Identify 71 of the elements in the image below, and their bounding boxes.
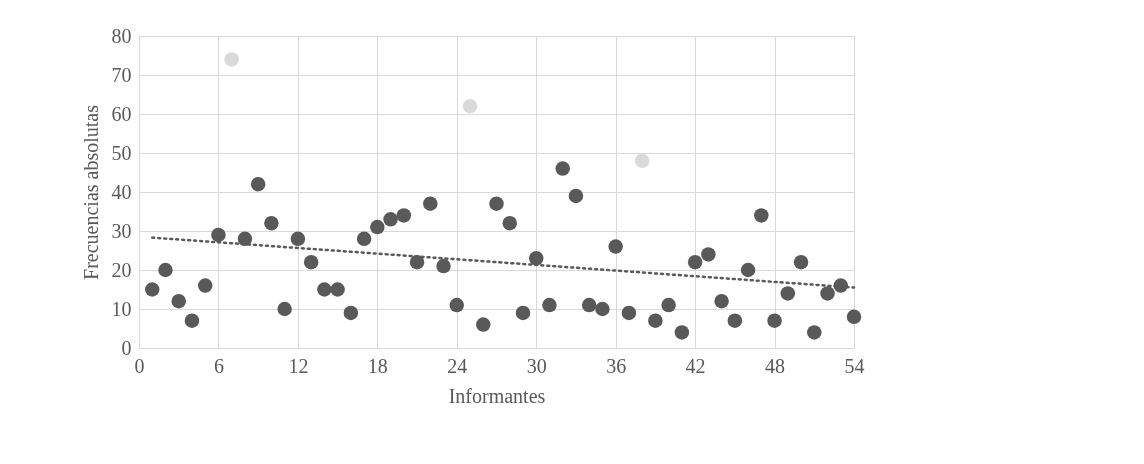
x-tick-label: 54: [844, 354, 865, 377]
y-tick-label: 70: [111, 63, 132, 86]
point: [727, 313, 743, 328]
point: [701, 247, 716, 262]
point: [595, 301, 610, 317]
point: [793, 254, 809, 270]
y-tick-label: 80: [111, 24, 132, 47]
x-tick-label: 36: [606, 354, 627, 377]
point: [462, 98, 478, 114]
point: [502, 215, 517, 231]
point: [807, 325, 822, 340]
point: [264, 215, 279, 231]
y-tick-label: 30: [111, 219, 132, 242]
y-tick-label: 50: [111, 141, 132, 164]
point: [290, 231, 306, 247]
point: [250, 176, 266, 192]
x-tick-label: 12: [288, 354, 309, 377]
point: [674, 325, 690, 340]
point: [303, 254, 319, 270]
point: [515, 305, 531, 321]
point: [608, 239, 623, 254]
point: [846, 309, 862, 325]
point: [542, 297, 557, 313]
x-tick-label: 18: [367, 354, 388, 377]
point: [343, 305, 359, 321]
y-tick-label: 0: [121, 336, 132, 359]
point: [449, 297, 465, 313]
x-tick-label: 42: [685, 354, 706, 377]
point: [224, 52, 239, 67]
point: [754, 208, 769, 223]
point: [740, 262, 756, 278]
point: [767, 313, 782, 328]
point: [184, 313, 200, 328]
point: [330, 282, 345, 297]
x-tick-label: 30: [526, 354, 547, 377]
point: [648, 313, 663, 328]
point: [714, 293, 729, 309]
point: [634, 153, 650, 169]
x-tick-label: 6: [213, 354, 224, 377]
point: [489, 196, 504, 211]
point: [317, 282, 332, 297]
y-tick-label: 20: [111, 258, 132, 281]
x-tick-label: 48: [765, 354, 786, 377]
point: [383, 212, 398, 227]
point: [661, 297, 676, 313]
point: [423, 196, 438, 211]
point: [780, 286, 796, 301]
point: [820, 286, 835, 301]
point: [528, 251, 544, 266]
x-tick-label: 24: [447, 354, 468, 377]
point: [211, 227, 226, 243]
point: [277, 301, 292, 317]
y-tick-label: 60: [111, 102, 132, 125]
point: [396, 208, 412, 223]
point: [555, 161, 570, 176]
point: [356, 231, 372, 247]
point: [687, 254, 703, 270]
point: [476, 317, 491, 332]
y-tick-label: 10: [111, 297, 132, 320]
y-axis-title: Frecuencias absolutas: [79, 104, 102, 280]
point: [568, 188, 584, 204]
point: [581, 297, 597, 313]
point: [144, 282, 160, 297]
point: [621, 305, 637, 321]
point: [436, 258, 451, 274]
point: [171, 293, 186, 309]
x-axis-title: Informantes: [448, 384, 546, 407]
point: [197, 278, 213, 293]
point: [370, 219, 385, 235]
point: [158, 262, 173, 278]
y-tick-label: 40: [111, 180, 132, 203]
